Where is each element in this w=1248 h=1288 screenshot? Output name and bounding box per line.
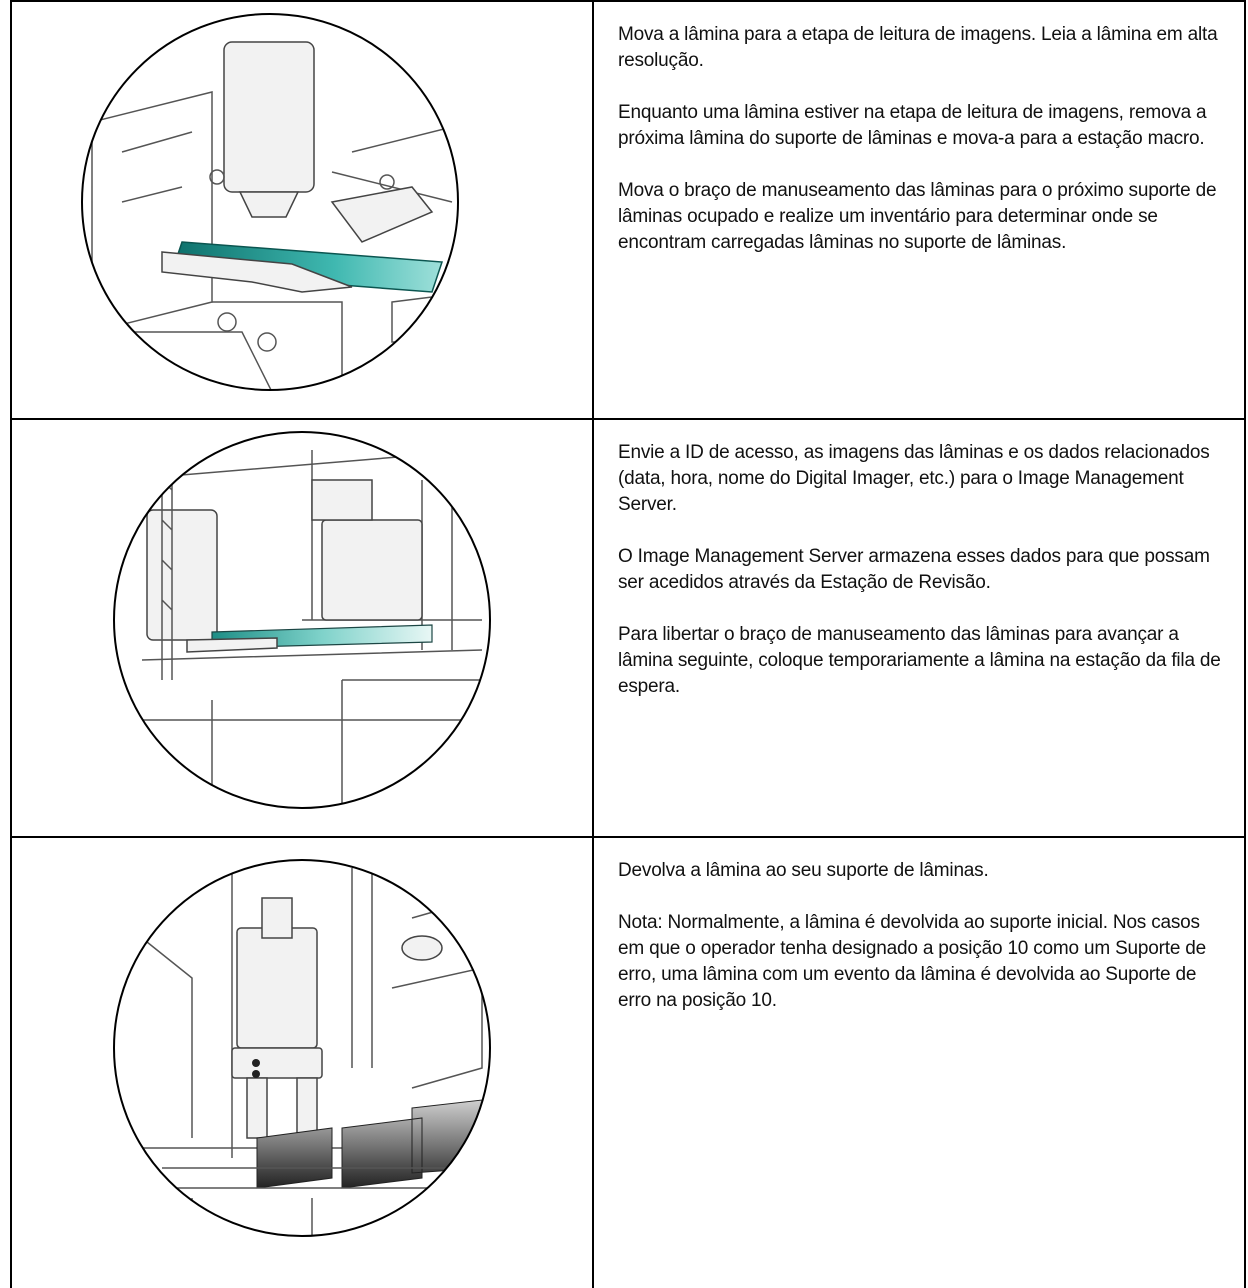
illustration xyxy=(113,431,491,809)
paragraph: Nota: Normalmente, a lâmina é devolvida … xyxy=(618,912,1207,1011)
paragraph: Enquanto uma lâmina estiver na etapa de … xyxy=(618,102,1207,149)
text-cell: Mova a lâmina para a etapa de leitura de… xyxy=(592,0,1246,420)
table-row: Devolva a lâmina ao seu suporte de lâmin… xyxy=(10,836,1246,1288)
table-row: Envie a ID de acesso, as imagens das lâm… xyxy=(10,418,1246,838)
page: Mova a lâmina para a etapa de leitura de… xyxy=(10,0,1246,1288)
table-row: Mova a lâmina para a etapa de leitura de… xyxy=(10,0,1246,420)
paragraph: Mova o braço de manuseamento das lâminas… xyxy=(618,180,1217,253)
paragraph: Para libertar o braço de manuseamento da… xyxy=(618,624,1221,697)
image-cell xyxy=(10,836,594,1288)
text-cell: Envie a ID de acesso, as imagens das lâm… xyxy=(592,418,1246,838)
illustration xyxy=(81,13,459,391)
paragraph: O Image Management Server armazena esses… xyxy=(618,546,1210,593)
illustration xyxy=(113,859,491,1237)
paragraph: Mova a lâmina para a etapa de leitura de… xyxy=(618,24,1218,71)
image-cell xyxy=(10,418,594,838)
paragraph: Devolva a lâmina ao seu suporte de lâmin… xyxy=(618,860,989,881)
procedure-table: Mova a lâmina para a etapa de leitura de… xyxy=(10,0,1246,1288)
paragraph: Envie a ID de acesso, as imagens das lâm… xyxy=(618,442,1210,515)
text-cell: Devolva a lâmina ao seu suporte de lâmin… xyxy=(592,836,1246,1288)
image-cell xyxy=(10,0,594,420)
